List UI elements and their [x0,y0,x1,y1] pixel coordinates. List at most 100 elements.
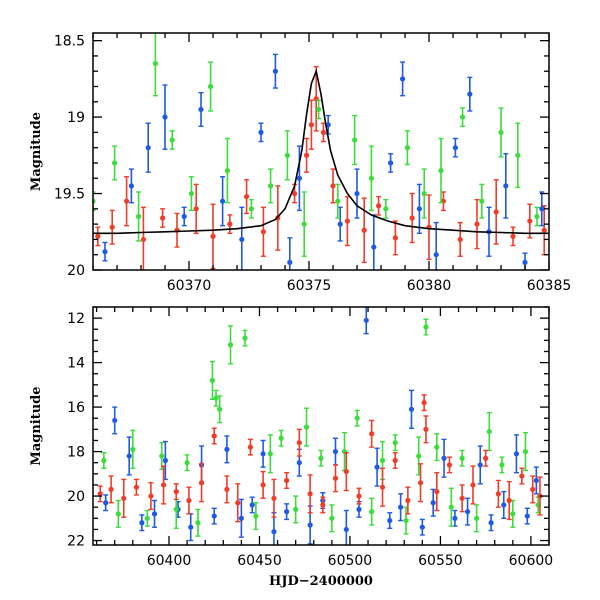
blue-point [464,509,471,515]
blue-point [430,500,436,506]
red-point [121,495,127,501]
x-tick-label: 60450 [237,553,282,569]
green-point [421,190,427,197]
blue-point [151,511,158,517]
blue-point [249,502,255,508]
red-point [211,433,217,439]
red-point [320,129,326,135]
red-point [495,491,501,497]
red-point [140,236,146,243]
blue-point [452,515,458,521]
blue-point [398,504,404,510]
blue-point [126,453,132,459]
blue-point [419,524,425,530]
y-tick-label: 19.5 [54,187,85,203]
blue-point [296,460,302,466]
blue-point [388,160,394,166]
green-point [248,206,254,212]
red-point [446,462,453,468]
x-tick-label: 60370 [167,278,212,294]
green-point [479,198,485,204]
green-point [301,221,307,227]
red-point [97,491,103,497]
red-point [108,486,114,492]
green-point [352,137,358,143]
green-point [159,453,165,459]
model-curve [93,68,549,235]
blue-point [363,317,369,323]
green-point [423,324,429,330]
blue-point [102,249,108,255]
red-point [474,221,480,227]
green-point [213,395,219,401]
red-point [304,152,310,158]
blue-point [162,114,168,120]
green-point [438,168,444,174]
red-point [307,491,313,497]
blue-point [371,244,377,250]
blue-point [501,502,507,508]
red-point [361,227,367,233]
green-point [208,83,214,90]
green-point [434,444,440,450]
red-point [198,480,205,486]
green-point [293,506,299,513]
green-point [474,515,480,521]
blue-point [477,462,483,468]
red-point [186,497,192,504]
red-point [284,477,290,484]
green-point [253,513,259,519]
green-point [152,60,158,67]
y-tick-label: 12 [67,311,85,327]
red-point [541,227,547,233]
y-tick-label: 20 [67,263,85,279]
green-point [268,183,274,189]
blue-point [343,526,349,533]
red-point [320,502,326,508]
red-point [296,440,302,446]
green-point [224,168,230,174]
y-tick-label: 14 [67,356,85,372]
red-point [109,224,115,230]
y-axis-label: Magnitude [29,112,44,191]
y-axis-label: Magnitude [29,386,44,465]
x-tick-label: 60380 [407,278,452,294]
blue-point [533,477,539,484]
green-point [136,213,142,220]
green-point [459,455,465,461]
blue-point [374,464,380,470]
red-point [247,444,254,450]
red-point [330,183,336,189]
y-tick-label: 16 [67,400,85,416]
red-point [493,209,499,215]
x-tick-label: 60400 [147,553,192,569]
red-point [417,480,424,486]
y-tick-label: 22 [67,534,85,550]
blue-point [387,517,393,524]
red-point [308,122,314,128]
green-point [217,406,223,412]
blue-point [103,500,109,506]
red-point [530,486,536,492]
red-point [260,482,266,488]
x-tick-label: 60600 [509,553,554,569]
green-point [403,517,409,524]
blue-point [139,520,145,526]
blue-point [296,175,302,181]
red-point [470,482,476,488]
blue-point [539,206,545,212]
green-point [534,213,540,220]
blue-point [433,252,439,258]
blue-point [337,221,343,227]
red-point [356,493,362,499]
blue-point [238,515,244,521]
green-point [195,520,201,526]
red-point [457,236,463,243]
green-point [354,415,360,421]
red-point [227,221,233,227]
blue-point [307,522,313,528]
green-point [383,206,389,212]
green-point [144,515,150,521]
green-point [101,457,107,464]
y-tick-label: 19 [67,110,85,126]
